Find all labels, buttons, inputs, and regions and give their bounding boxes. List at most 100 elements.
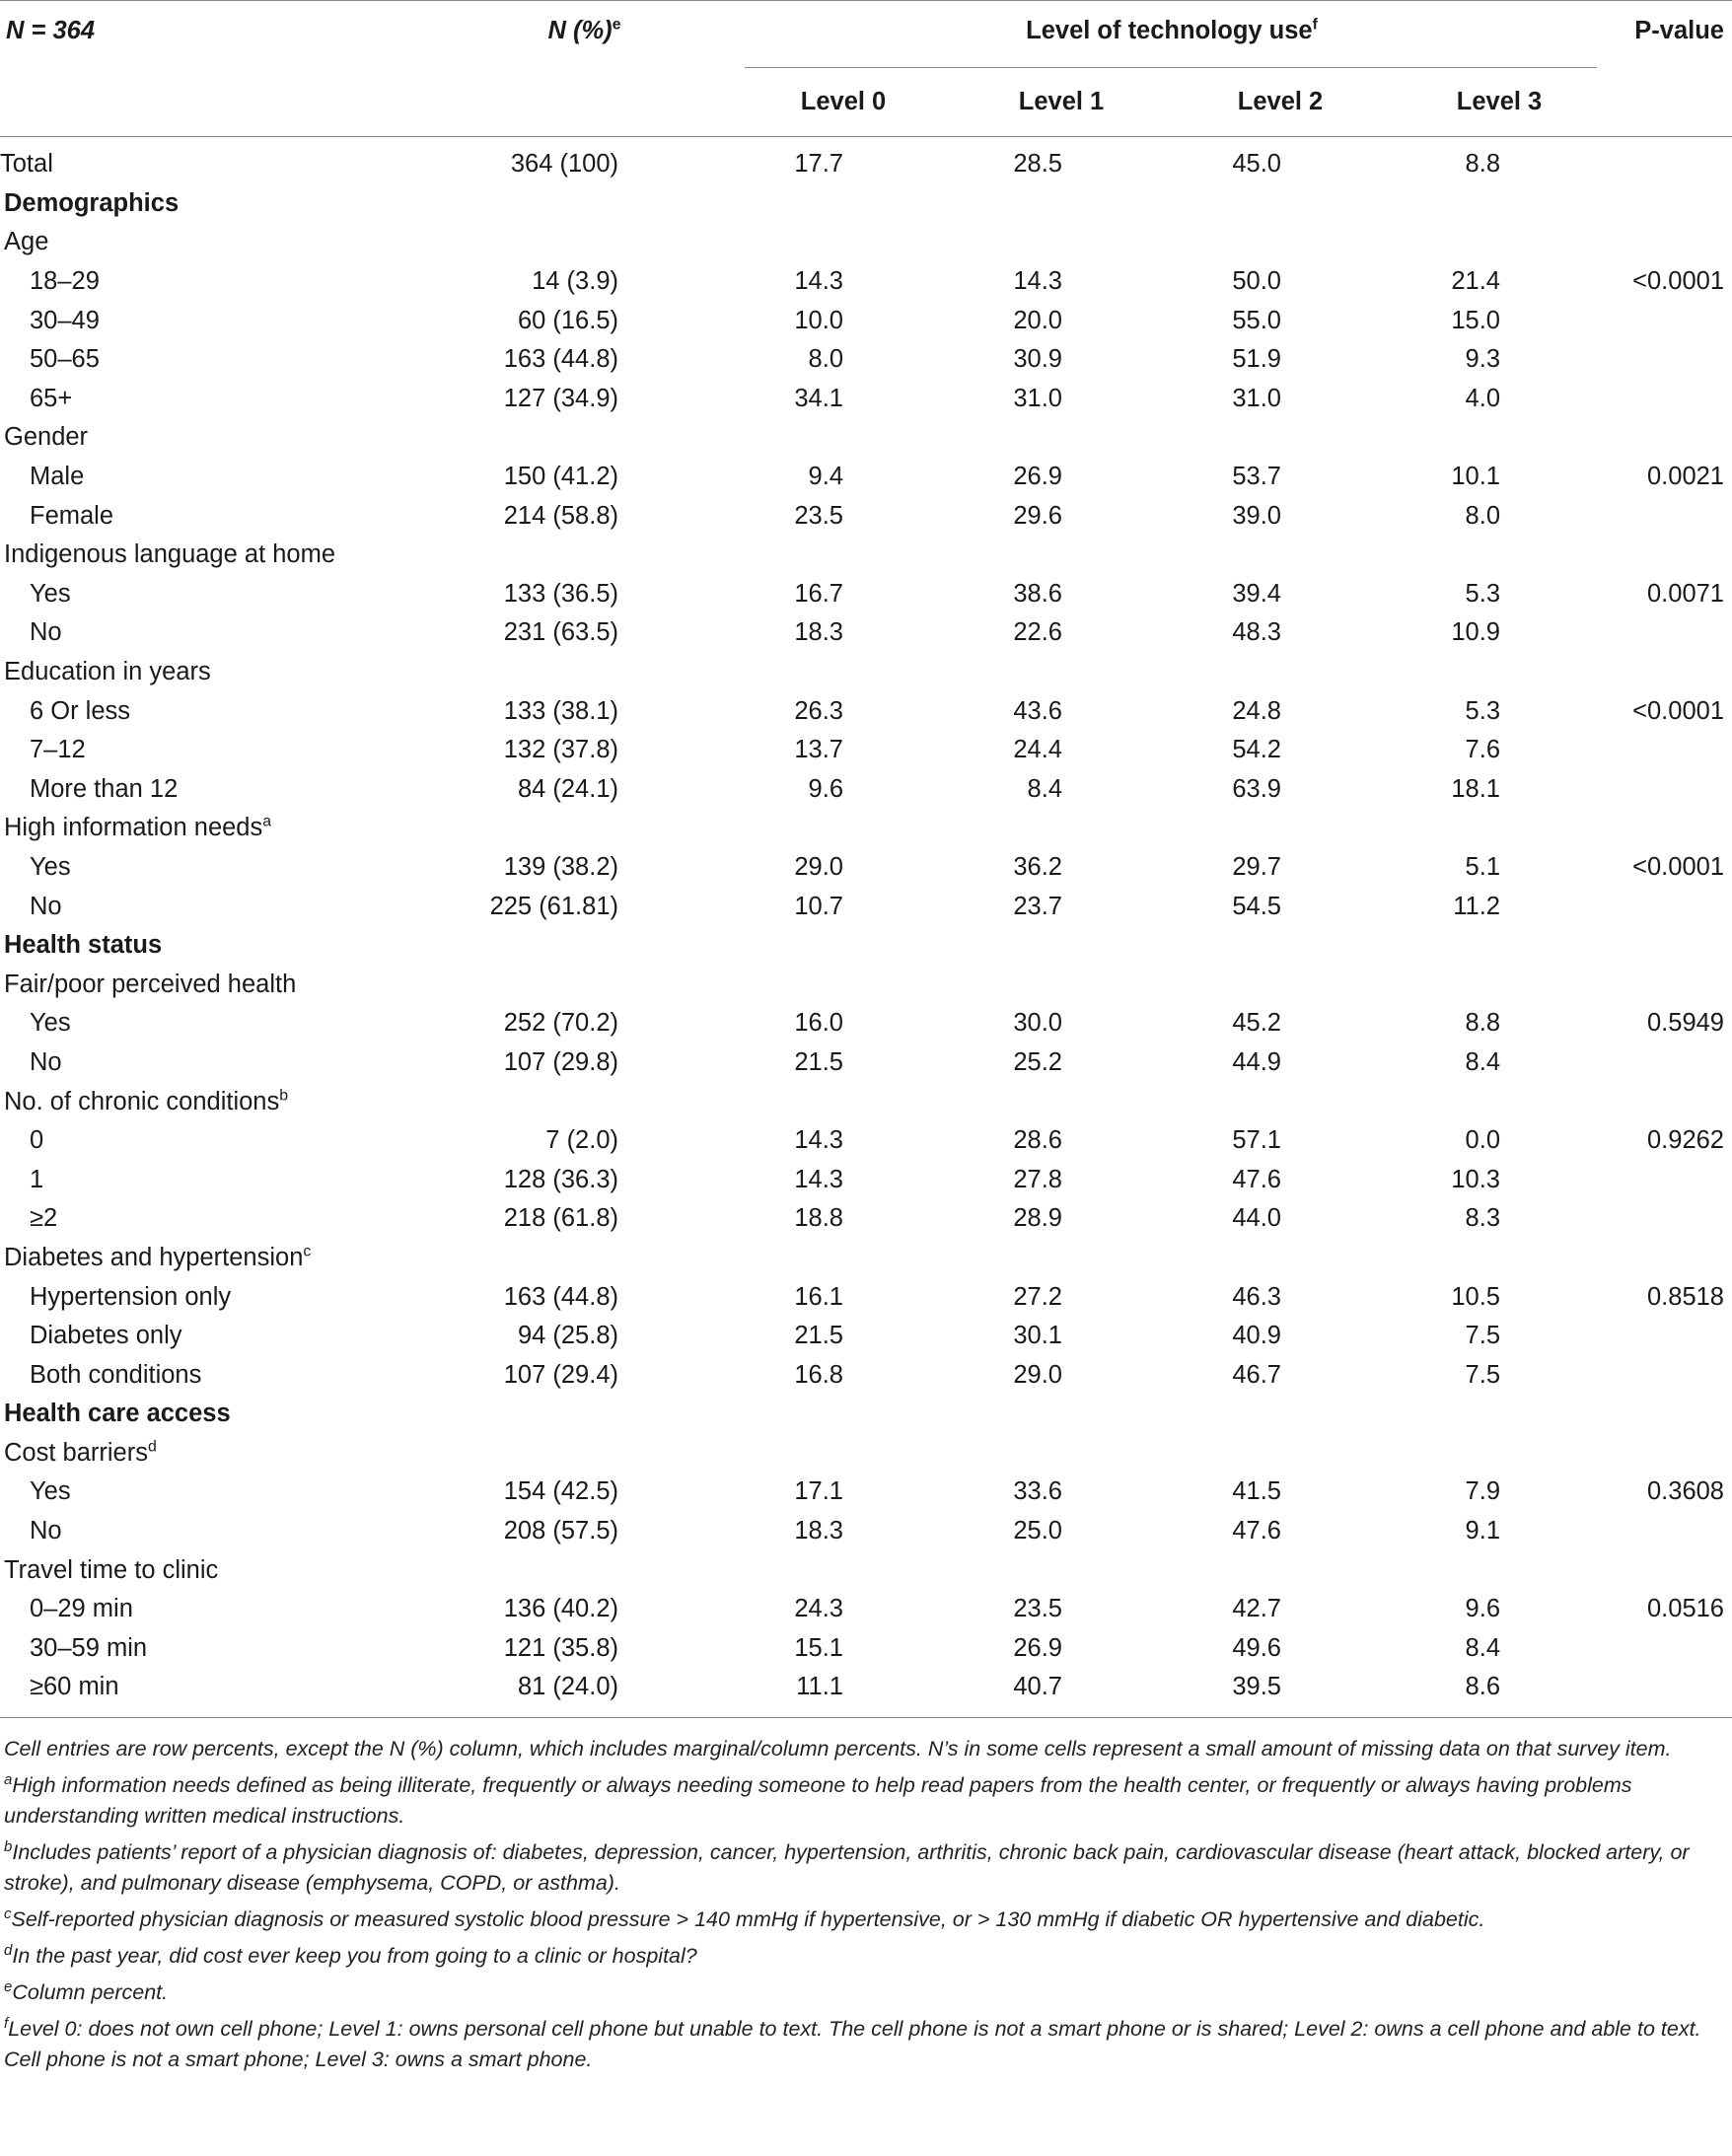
cell-level-2: 31.0	[1232, 384, 1281, 412]
cell-level-2: 54.5	[1232, 892, 1281, 920]
group-label-text: Diabetes and hypertension	[4, 1243, 304, 1271]
cell-level-0: 13.7	[794, 736, 843, 764]
row-label: ≥2	[30, 1204, 58, 1233]
table-row: 0 7 (2.0) 14.3 28.6 57.1 0.0 0.9262	[0, 1121, 1732, 1161]
cell-level-1: 30.1	[1013, 1322, 1062, 1350]
cell-level-0: 24.3	[794, 1595, 843, 1623]
header-npct-sup: e	[612, 16, 621, 34]
table-row: Gender	[0, 418, 1732, 458]
row-label: Yes	[30, 1477, 71, 1506]
cell-level-1: 14.3	[1013, 267, 1062, 296]
cell-level-3: 9.1	[1465, 1517, 1500, 1545]
cell-level-1: 25.2	[1013, 1047, 1062, 1076]
row-label: 65+	[30, 384, 73, 412]
cell-n-percent: 163 (44.8)	[503, 345, 618, 374]
cell-level-1: 28.6	[1013, 1126, 1062, 1155]
cell-level-1: 31.0	[1013, 384, 1062, 412]
group-label: High information needsa	[0, 809, 1732, 848]
cell-level-0: 10.0	[794, 306, 843, 334]
group-label-text: Education in years	[4, 658, 211, 686]
cell-level-1: 22.6	[1013, 618, 1062, 647]
table-row: Both conditions 107 (29.4) 16.8 29.0 46.7 7.5	[0, 1355, 1732, 1395]
footnote-text: Includes patients’ report of a physician…	[4, 1840, 1690, 1895]
cell-n-percent: 252 (70.2)	[503, 1009, 618, 1038]
cell-pvalue	[1609, 613, 1732, 653]
cell-level-0: 14.3	[794, 267, 843, 296]
table-row: 6 Or less 133 (38.1) 26.3 43.6 24.8 5.3 <0.000…	[0, 691, 1732, 731]
cell-level-2: 46.3	[1232, 1282, 1281, 1311]
cell-level-1: 43.6	[1013, 696, 1062, 725]
cell-level-1: 29.0	[1013, 1360, 1062, 1389]
group-label-sup: d	[147, 1438, 157, 1456]
cell-level-3: 8.3	[1465, 1204, 1500, 1233]
cell-n-percent: 208 (57.5)	[503, 1517, 618, 1545]
cell-n-percent: 107 (29.8)	[503, 1047, 618, 1076]
table-row: 1 128 (36.3) 14.3 27.8 47.6 10.3	[0, 1160, 1732, 1199]
header-level-group-sup: f	[1312, 16, 1318, 34]
cell-level-0: 10.7	[794, 892, 843, 920]
cell-level-3: 8.8	[1465, 150, 1500, 179]
cell-level-3: 4.0	[1465, 384, 1500, 412]
group-label-text: Travel time to clinic	[4, 1555, 219, 1584]
group-label-text: Gender	[4, 423, 89, 452]
cell-n-percent: 163 (44.8)	[503, 1282, 618, 1311]
group-label-text: No. of chronic conditions	[4, 1087, 280, 1115]
cell-pvalue	[1609, 770, 1732, 810]
group-label-text: Age	[4, 228, 49, 256]
cell-level-2: 49.6	[1232, 1633, 1281, 1662]
cell-level-0: 17.1	[794, 1477, 843, 1506]
footnote: fLevel 0: does not own cell phone; Level…	[4, 2014, 1730, 2075]
table-row: Indigenous language at home	[0, 536, 1732, 575]
table-row: No. of chronic conditionsb	[0, 1082, 1732, 1121]
cell-n-percent: 128 (36.3)	[503, 1165, 618, 1193]
footnote-marker: b	[4, 1837, 13, 1855]
cell-pvalue	[1609, 887, 1732, 926]
cell-level-3: 8.6	[1465, 1673, 1500, 1701]
cell-level-1: 27.2	[1013, 1282, 1062, 1311]
cell-level-0: 16.1	[794, 1282, 843, 1311]
footnote: aHigh information needs defined as being…	[4, 1770, 1730, 1832]
cell-level-3: 5.1	[1465, 852, 1500, 881]
table-row: No 225 (61.81) 10.7 23.7 54.5 11.2	[0, 887, 1732, 926]
cell-level-0: 11.1	[796, 1673, 843, 1701]
table-row: More than 12 84 (24.1) 9.6 8.4 63.9 18.1	[0, 770, 1732, 810]
footnote-marker: a	[4, 1770, 13, 1788]
section-heading: Demographics	[4, 188, 180, 217]
cell-level-3: 7.9	[1465, 1477, 1500, 1506]
cell-n-percent: 107 (29.4)	[503, 1360, 618, 1389]
footnote: Cell entries are row percents, except th…	[4, 1734, 1730, 1764]
cell-level-0: 16.8	[794, 1360, 843, 1389]
cell-level-1: 28.9	[1013, 1204, 1062, 1233]
cell-level-0: 16.7	[794, 579, 843, 608]
cell-level-1: 36.2	[1013, 852, 1062, 881]
cell-pvalue	[1609, 1629, 1732, 1669]
footnote-text: Cell entries are row percents, except th…	[4, 1737, 1672, 1761]
table-row: Male 150 (41.2) 9.4 26.9 53.7 10.1 0.0021	[0, 458, 1732, 497]
cell-n-percent: 81 (24.0)	[517, 1673, 618, 1701]
header-n-text: N = 364	[6, 17, 96, 44]
group-label-text: Cost barriers	[4, 1438, 148, 1467]
cell-level-1: 30.9	[1013, 345, 1062, 374]
row-label: Total	[0, 150, 53, 179]
table-row: 65+ 127 (34.9) 34.1 31.0 31.0 4.0	[0, 380, 1732, 419]
group-label-sup: a	[262, 813, 272, 830]
cell-level-3: 15.0	[1451, 306, 1500, 334]
cell-pvalue	[1609, 1160, 1732, 1199]
group-label: No. of chronic conditionsb	[0, 1082, 1732, 1121]
row-label: Male	[30, 463, 85, 491]
table-row: Health care access	[0, 1395, 1732, 1434]
table-container: N = 364 N (%)e Level of technology usef …	[0, 0, 1732, 2071]
cell-level-0: 18.3	[794, 1517, 843, 1545]
row-label: No	[30, 892, 62, 920]
cell-level-0: 18.3	[794, 618, 843, 647]
table-row: 7–12 132 (37.8) 13.7 24.4 54.2 7.6	[0, 731, 1732, 770]
cell-level-2: 44.9	[1232, 1047, 1281, 1076]
cell-level-0: 18.8	[794, 1204, 843, 1233]
cell-n-percent: 133 (36.5)	[503, 579, 618, 608]
cell-pvalue	[1609, 380, 1732, 419]
table-row: No 231 (63.5) 18.3 22.6 48.3 10.9	[0, 613, 1732, 653]
cell-n-percent: 218 (61.8)	[503, 1204, 618, 1233]
cell-pvalue: 0.5949	[1647, 1009, 1724, 1038]
table-row: ≥2 218 (61.8) 18.8 28.9 44.0 8.3	[0, 1199, 1732, 1239]
cell-level-2: 57.1	[1232, 1126, 1281, 1155]
